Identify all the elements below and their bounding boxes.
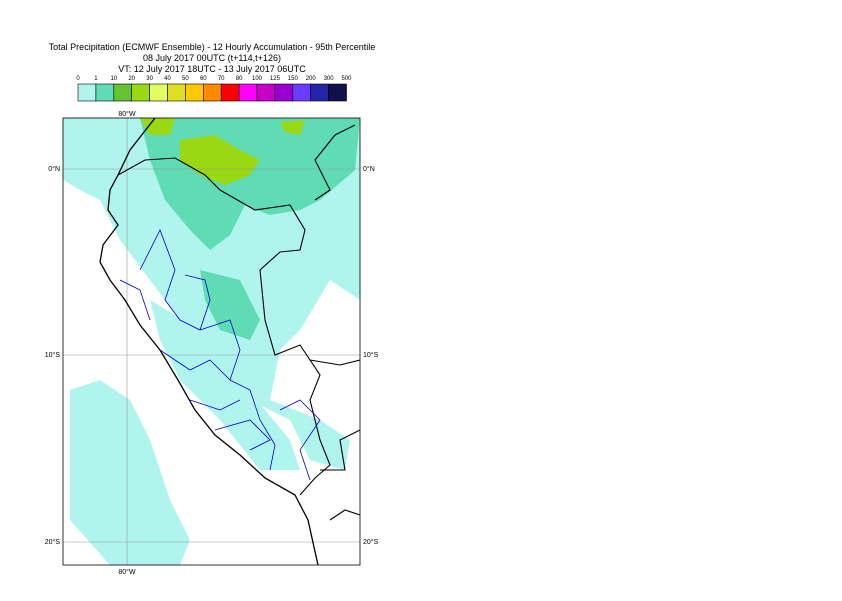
legend-swatch [113,83,133,102]
legend-swatch [220,83,240,102]
legend-label: 60 [200,76,207,82]
legend-label: 40 [164,76,171,82]
titles: Total Precipitation (ECMWF Ensemble) - 1… [49,42,376,74]
legend-label: 0 [76,76,80,82]
legend-swatch [274,83,294,102]
latitude-label: 0°N [363,165,375,173]
precip-light [70,380,190,565]
legend-swatch [328,83,347,102]
latitude-label: 20°S [363,538,379,546]
legend-label: 100 [252,76,263,82]
title-line: 08 July 2017 00UTC (t+114,t+126) [143,53,281,63]
legend-label: 70 [218,76,225,82]
legend-swatch [238,83,258,102]
legend-swatch [292,83,311,102]
legend-label: 150 [288,76,299,82]
legend-label: 1 [94,76,98,82]
legend-label: 20 [128,76,135,82]
latitude-label: 10°S [363,351,379,359]
title-line: Total Precipitation (ECMWF Ensemble) - 1… [49,42,376,52]
latitude-label: 10°S [45,351,61,359]
region-borders [119,229,321,481]
title-line: VT: 12 July 2017 18UTC - 13 July 2017 06… [118,64,306,74]
legend-swatch [131,83,150,102]
country-border [117,124,360,521]
legend-label: 300 [324,76,335,82]
precip-moderate [200,270,260,340]
latitude-label: 0°N [48,165,60,173]
legend-swatch [310,83,329,102]
legend-label: 10 [110,76,117,82]
legend-swatch [185,83,204,102]
graticule [63,118,360,565]
legend-swatch [77,83,97,102]
legend-swatch [167,83,186,102]
legend-label: 500 [341,76,352,82]
legend-swatch [256,83,276,102]
legend-label: 50 [182,76,189,82]
coastline [99,118,319,565]
longitude-label: 80°W [118,568,136,576]
map-frame [62,117,361,566]
legend-label: 30 [146,76,153,82]
legend: 0 1 10 20 30 40 50 60 70 80 100 125 150 200 300 500 [76,76,352,102]
legend-label: 200 [306,76,317,82]
latitude-label: 20°S [45,538,61,546]
map [63,118,360,565]
graticule-labels: 80°W 80°W 0°N 0°N 10°S 10°S 20°S 20°S [45,110,379,576]
legend-swatch [203,83,222,102]
precip-light [150,300,300,470]
legend-swatch [95,83,115,102]
legend-label: 125 [270,76,281,82]
longitude-label: 80°W [118,110,136,118]
legend-swatch [149,83,168,102]
legend-label: 80 [236,76,243,82]
precip-heavy [140,118,305,185]
